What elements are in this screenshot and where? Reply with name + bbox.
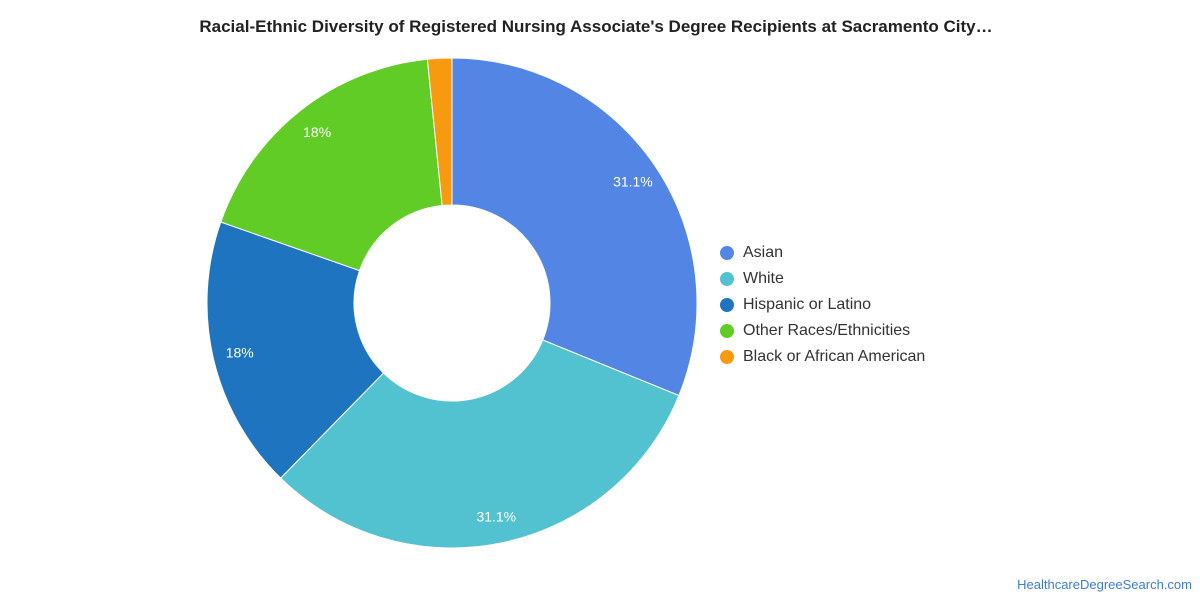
legend-swatch [720,350,734,364]
data-label: 18% [226,345,254,361]
legend-swatch [720,246,734,260]
slice-black-or-african-american [426,57,453,207]
legend-label: Asian [743,244,784,261]
chart-title: Racial-Ethnic Diversity of Registered Nu… [199,17,993,36]
source-link[interactable]: HealthcareDegreeSearch.com [1017,577,1192,592]
slice-other-races-ethnicities [220,58,443,272]
legend-label: White [743,270,784,287]
data-label: 31.1% [613,173,653,189]
legend-item[interactable]: Asian [720,240,925,266]
slice-hispanic-or-latino [206,221,385,479]
legend-item[interactable]: Other Races/Ethnicities [720,318,925,344]
legend-swatch [720,298,734,312]
legend-swatch [720,324,734,338]
data-label: 18% [303,124,331,140]
chart-slices [206,57,698,549]
chart-labels: 31.1% 31.1% 18% 18% [226,124,653,525]
chart-legend: Asian White Hispanic or Latino Other Races/… [720,240,925,370]
legend-label: Black or African American [743,348,926,365]
legend-swatch [720,272,734,286]
legend-label: Hispanic or Latino [743,296,872,313]
slice-white [279,339,680,549]
legend-item[interactable]: Black or African American [720,344,925,370]
legend-item[interactable]: Hispanic or Latino [720,292,925,318]
slice-asian [451,57,698,397]
legend-label: Other Races/Ethnicities [743,322,911,339]
legend-item[interactable]: White [720,266,925,292]
data-label: 31.1% [476,508,516,524]
